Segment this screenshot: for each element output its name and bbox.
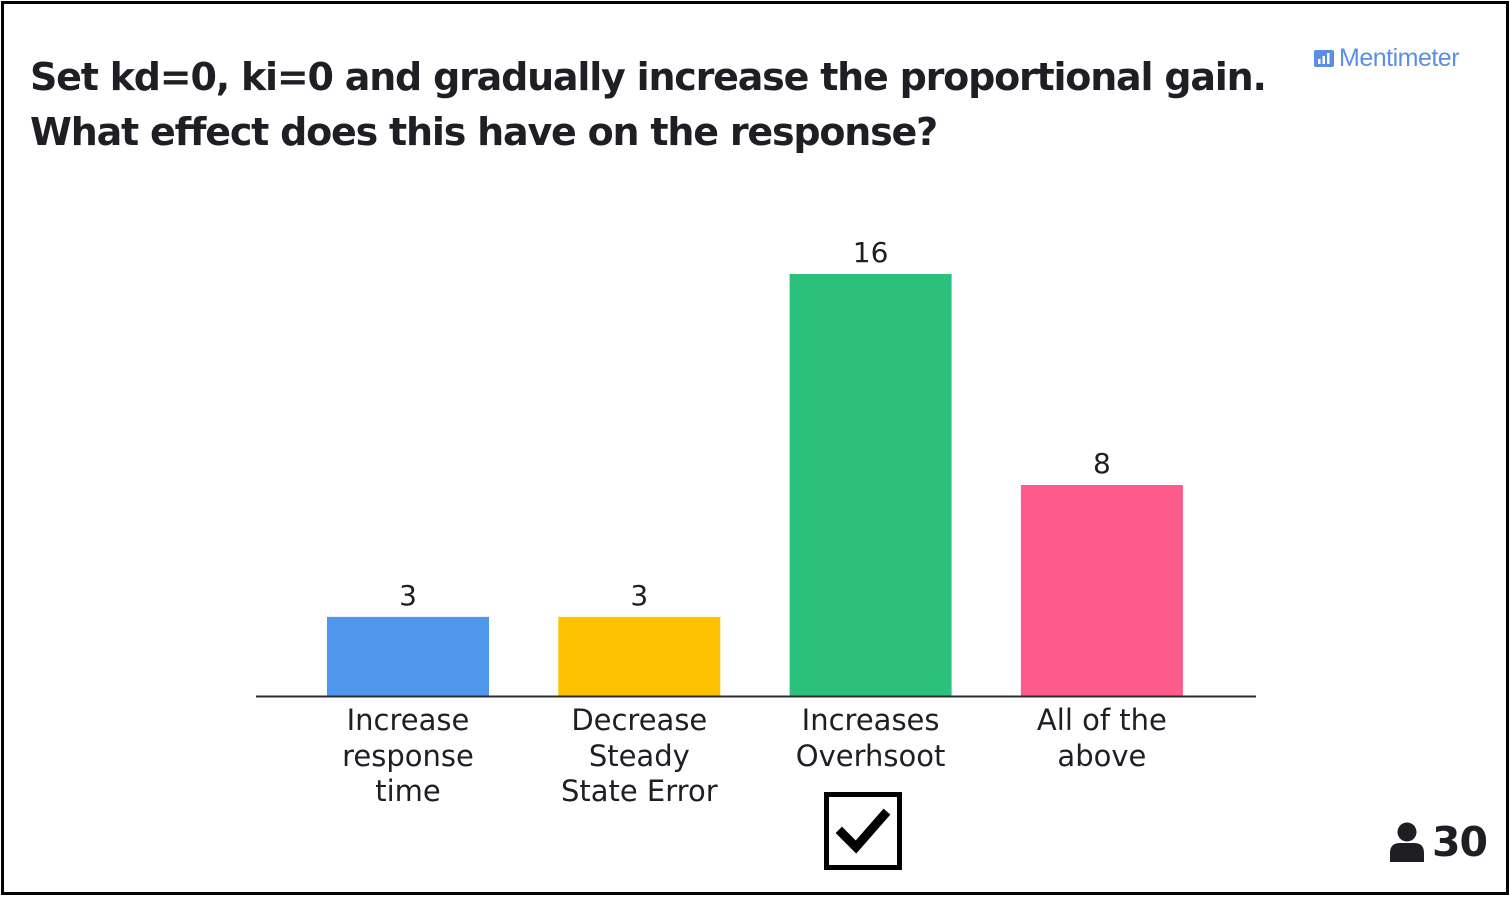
value-label-4: 8 (1093, 447, 1111, 480)
category-label-line: Steady (588, 738, 690, 773)
category-label-line: response (342, 738, 474, 773)
bar-3 (789, 274, 952, 696)
question-line-2: What effect does this have on the respon… (30, 110, 938, 154)
category-label-line: time (375, 774, 441, 808)
bar-2 (558, 616, 721, 696)
participant-count-value: 30 (1432, 818, 1488, 866)
mentimeter-brand: Mentimeter (1314, 44, 1460, 73)
correct-answer-checkbox (824, 792, 902, 870)
question-line-1: Set kd=0, ki=0 and gradually increase th… (30, 55, 1267, 99)
category-label-4: All of the above (987, 703, 1217, 774)
category-label-line: Decrease (571, 703, 708, 737)
bar-1 (327, 616, 489, 696)
category-label-line: State Error (560, 774, 718, 808)
participant-count: 30 (1388, 818, 1488, 866)
question-title: Set kd=0, ki=0 and gradually increase th… (30, 50, 1290, 160)
category-label-line: Overhsoot (795, 738, 946, 773)
category-label-3: Increases Overhsoot (756, 703, 986, 774)
category-label-line: above (1057, 738, 1147, 773)
checkmark-icon (835, 808, 891, 854)
value-label-3: 16 (853, 236, 889, 269)
person-icon (1390, 822, 1424, 862)
brand-name: Mentimeter (1339, 44, 1460, 72)
category-label-line: Increase (346, 703, 470, 737)
bar-4 (1020, 485, 1183, 696)
value-label-2: 3 (630, 579, 648, 612)
category-label-2: Decrease Steady State Error (524, 703, 754, 810)
category-label-line: All of the (1036, 703, 1167, 737)
category-label-line: Increases (801, 703, 940, 737)
category-label-1: Increase response time (293, 703, 523, 810)
value-label-1: 3 (399, 579, 417, 612)
mentimeter-logo-icon (1314, 50, 1334, 67)
